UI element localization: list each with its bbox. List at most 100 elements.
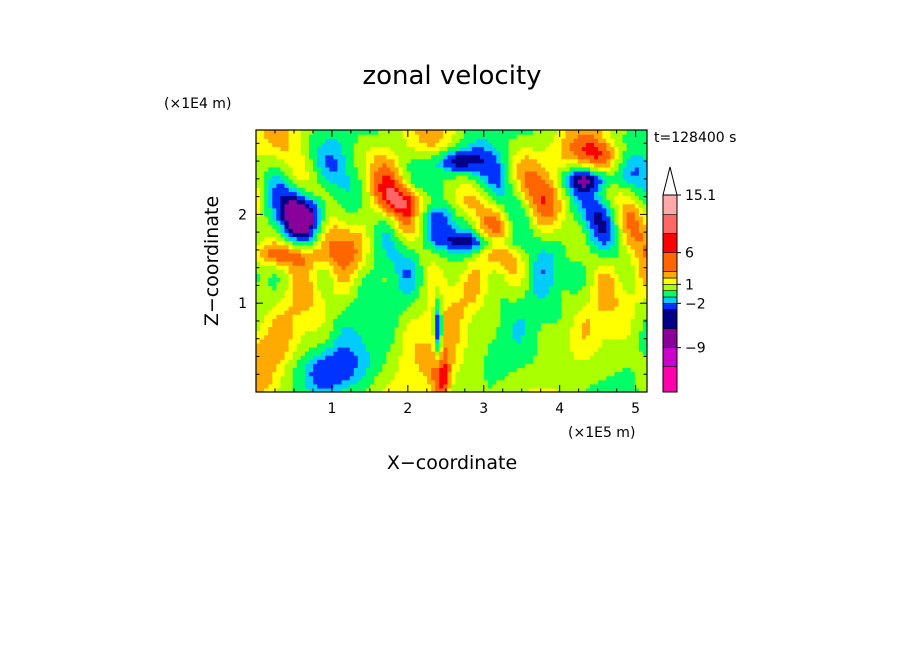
field-cell xyxy=(634,252,640,258)
field-cell xyxy=(537,265,542,270)
field-cell xyxy=(447,240,453,246)
field-cell xyxy=(459,379,465,385)
field-cell xyxy=(435,244,440,250)
field-cell xyxy=(427,252,432,258)
field-cell xyxy=(553,334,558,340)
field-cell xyxy=(541,252,546,258)
field-cell xyxy=(488,211,493,217)
field-cell xyxy=(638,293,644,299)
field-cell xyxy=(414,330,420,336)
field-cell xyxy=(573,293,579,299)
field-cell xyxy=(618,179,624,184)
field-cell xyxy=(594,371,599,377)
field-cell xyxy=(431,269,436,274)
field-cell xyxy=(447,187,453,193)
field-cell xyxy=(370,383,375,389)
field-cell xyxy=(284,379,290,385)
field-cell xyxy=(292,211,298,217)
field-cell xyxy=(569,289,575,295)
field-cell xyxy=(337,277,343,283)
field-cell xyxy=(353,314,359,319)
field-cell xyxy=(618,273,624,278)
field-cell xyxy=(325,191,330,197)
field-cell xyxy=(276,285,282,291)
field-cell xyxy=(447,256,453,262)
field-cell xyxy=(520,195,526,201)
field-cell xyxy=(280,359,286,364)
field-cell xyxy=(365,281,371,287)
field-cell xyxy=(471,199,477,205)
field-cell xyxy=(504,261,510,266)
field-cell xyxy=(622,211,628,217)
field-cell xyxy=(374,191,379,197)
field-cell xyxy=(512,375,518,381)
field-cell xyxy=(484,281,489,287)
field-cell xyxy=(622,310,628,315)
field-cell xyxy=(459,232,465,238)
field-cell xyxy=(467,195,473,201)
field-cell xyxy=(386,359,392,364)
field-cell xyxy=(585,379,591,385)
field-cell xyxy=(569,252,575,258)
field-cell xyxy=(463,301,469,307)
field-cell xyxy=(549,248,554,254)
field-cell xyxy=(333,269,339,274)
field-cell xyxy=(642,224,647,229)
field-cell xyxy=(435,277,440,283)
field-cell xyxy=(410,207,416,213)
field-cell xyxy=(365,244,371,250)
field-cell xyxy=(341,228,347,233)
field-cell xyxy=(537,330,542,336)
field-cell xyxy=(321,215,326,221)
field-cell xyxy=(365,371,371,377)
field-cell xyxy=(418,293,424,299)
field-cell xyxy=(264,207,269,213)
field-cell xyxy=(500,318,506,324)
field-cell xyxy=(528,228,534,233)
field-cell xyxy=(630,232,636,238)
field-cell xyxy=(537,236,542,242)
field-cell xyxy=(451,224,457,229)
field-cell xyxy=(402,224,408,229)
field-cell xyxy=(439,207,444,213)
field-cell xyxy=(308,285,314,291)
field-cell xyxy=(390,351,396,356)
field-cell xyxy=(622,232,628,238)
field-cell xyxy=(565,240,571,246)
field-cell xyxy=(455,359,461,364)
field-cell xyxy=(581,289,587,295)
field-cell xyxy=(565,248,571,254)
field-cell xyxy=(296,232,302,238)
field-cell xyxy=(300,203,306,209)
field-cell xyxy=(594,310,599,315)
field-cell xyxy=(614,195,620,201)
field-cell xyxy=(467,281,473,287)
field-cell xyxy=(520,215,526,221)
field-cell xyxy=(508,256,514,262)
field-cell xyxy=(361,314,367,319)
field-cell xyxy=(418,252,424,258)
field-cell xyxy=(634,326,640,332)
field-cell xyxy=(260,379,265,385)
field-cell xyxy=(626,310,632,315)
field-cell xyxy=(589,301,595,307)
field-cell xyxy=(386,355,392,360)
field-cell xyxy=(268,334,273,340)
field-cell xyxy=(447,195,453,201)
field-cell xyxy=(512,199,518,205)
field-cell xyxy=(610,387,616,392)
field-cell xyxy=(471,179,477,184)
field-cell xyxy=(618,236,624,242)
field-cell xyxy=(488,203,493,209)
field-cell xyxy=(329,281,334,287)
field-cell xyxy=(337,285,343,291)
field-cell xyxy=(467,351,473,356)
field-cell xyxy=(264,224,269,229)
field-cell xyxy=(443,203,449,209)
field-cell xyxy=(516,203,522,209)
field-cell xyxy=(288,306,294,311)
field-cell xyxy=(422,261,428,266)
field-cell xyxy=(480,224,485,229)
field-cell xyxy=(549,232,554,238)
field-cell xyxy=(386,346,392,352)
